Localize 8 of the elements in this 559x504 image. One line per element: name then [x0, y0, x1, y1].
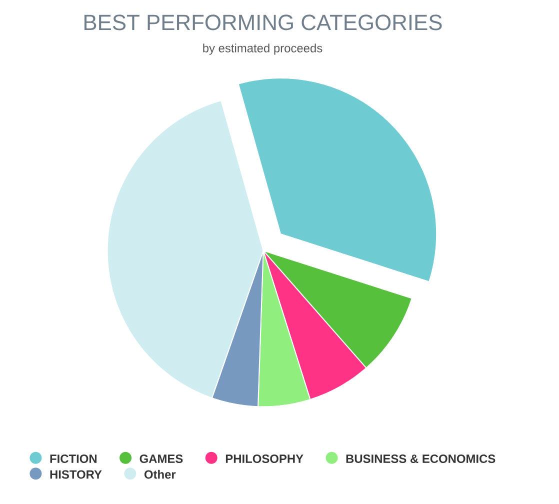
- legend-label: BUSINESS & ECONOMICS: [346, 454, 496, 463]
- legend-label: HISTORY: [50, 470, 102, 479]
- legend-label: GAMES: [140, 454, 183, 463]
- legend-label: Other: [144, 470, 176, 479]
- legend-label: PHILOSOPHY: [226, 454, 304, 463]
- chart-subtitle: by estimated proceeds: [203, 44, 322, 55]
- chart-title: BEST PERFORMING CATEGORIES: [84, 14, 442, 30]
- legend-label: FICTION: [50, 454, 97, 463]
